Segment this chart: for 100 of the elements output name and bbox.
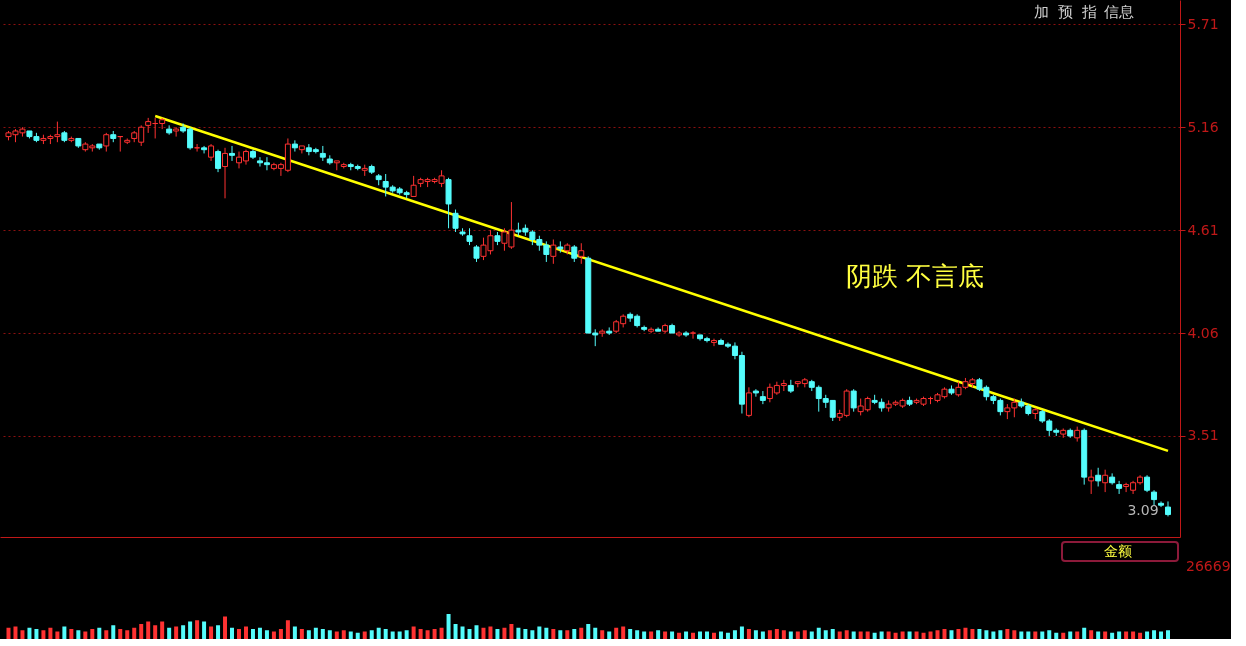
bar <box>851 631 856 639</box>
text: 26669 <box>1186 558 1231 574</box>
bar <box>118 629 123 639</box>
candlestick <box>655 326 662 332</box>
bar <box>1075 631 1080 639</box>
bar <box>705 631 709 639</box>
bar <box>921 632 926 639</box>
bar <box>83 631 88 639</box>
bar <box>299 629 304 639</box>
bar <box>306 630 311 639</box>
bar <box>439 627 444 639</box>
bar <box>1117 631 1122 639</box>
bar <box>711 632 716 639</box>
bar <box>292 626 297 639</box>
candlestick <box>1095 467 1102 487</box>
bar <box>663 631 668 639</box>
bar <box>732 630 737 639</box>
annotation: 阴跌 不言底 <box>845 261 985 291</box>
bar <box>418 629 423 639</box>
candlestick <box>166 124 173 136</box>
bar <box>628 629 633 639</box>
bar <box>20 630 25 639</box>
bar <box>1124 631 1129 639</box>
annotation: 3.09 <box>1127 502 1159 518</box>
bar <box>76 630 81 639</box>
bar <box>600 630 605 639</box>
bar <box>278 629 283 639</box>
bar <box>823 630 828 639</box>
bar <box>691 632 696 639</box>
bar <box>879 631 884 639</box>
bar <box>565 630 570 639</box>
bar <box>767 630 772 639</box>
bar <box>865 631 870 639</box>
bar <box>223 616 228 639</box>
y-tick-label: 3.51 <box>1187 427 1219 444</box>
candlestick <box>1109 472 1116 486</box>
bar <box>970 629 975 639</box>
bar <box>1166 630 1171 639</box>
bar <box>376 627 381 639</box>
bar <box>698 631 703 639</box>
bar <box>1131 631 1136 639</box>
bar <box>621 626 626 639</box>
bar <box>1096 631 1101 639</box>
candlestick <box>201 145 208 154</box>
bar <box>474 625 479 639</box>
bar <box>167 627 172 639</box>
bar <box>48 627 53 639</box>
bar <box>677 632 682 639</box>
bar <box>670 631 675 639</box>
candlestick <box>410 175 417 197</box>
bar <box>635 630 640 639</box>
candlestick <box>578 242 585 265</box>
bar <box>1110 632 1115 639</box>
bar <box>209 626 214 639</box>
chart-title: 金额 <box>1104 543 1132 559</box>
bar <box>432 629 437 639</box>
bar <box>558 630 563 639</box>
bar <box>383 629 388 639</box>
bar <box>893 632 898 639</box>
bar <box>809 631 814 639</box>
bar <box>446 614 451 639</box>
bar <box>1040 631 1045 639</box>
bar <box>285 620 290 639</box>
bar <box>411 626 416 639</box>
candlestick <box>173 126 180 138</box>
bar <box>725 632 730 639</box>
bar <box>523 629 528 639</box>
bar <box>1082 627 1087 639</box>
bar <box>579 627 584 639</box>
bar <box>467 629 472 639</box>
bar <box>1159 631 1164 639</box>
bar <box>1068 631 1073 639</box>
bar <box>1005 629 1010 639</box>
bar <box>481 627 486 639</box>
bar <box>243 626 248 639</box>
bar <box>907 631 912 639</box>
annotation: 预 <box>1057 3 1073 21</box>
candlestick <box>222 147 229 199</box>
bar <box>607 631 612 639</box>
y-tick-label: 4.06 <box>1187 324 1219 341</box>
bar <box>495 629 500 639</box>
bar <box>656 630 661 639</box>
bar <box>977 629 982 639</box>
bar <box>872 632 877 639</box>
annotation: 信息 <box>1104 3 1134 21</box>
candlestick <box>745 386 752 418</box>
bar <box>160 621 165 639</box>
bar <box>6 627 11 639</box>
y-tick-label: 5.16 <box>1187 118 1219 135</box>
bar <box>202 621 207 639</box>
bar <box>125 630 130 639</box>
bar <box>830 629 835 639</box>
bar <box>509 624 514 639</box>
bar <box>942 629 947 639</box>
candlestick <box>690 330 697 340</box>
bar <box>544 627 549 639</box>
bar <box>320 629 325 639</box>
candlestick <box>1116 480 1123 495</box>
bar <box>956 629 961 639</box>
bar <box>949 630 954 639</box>
